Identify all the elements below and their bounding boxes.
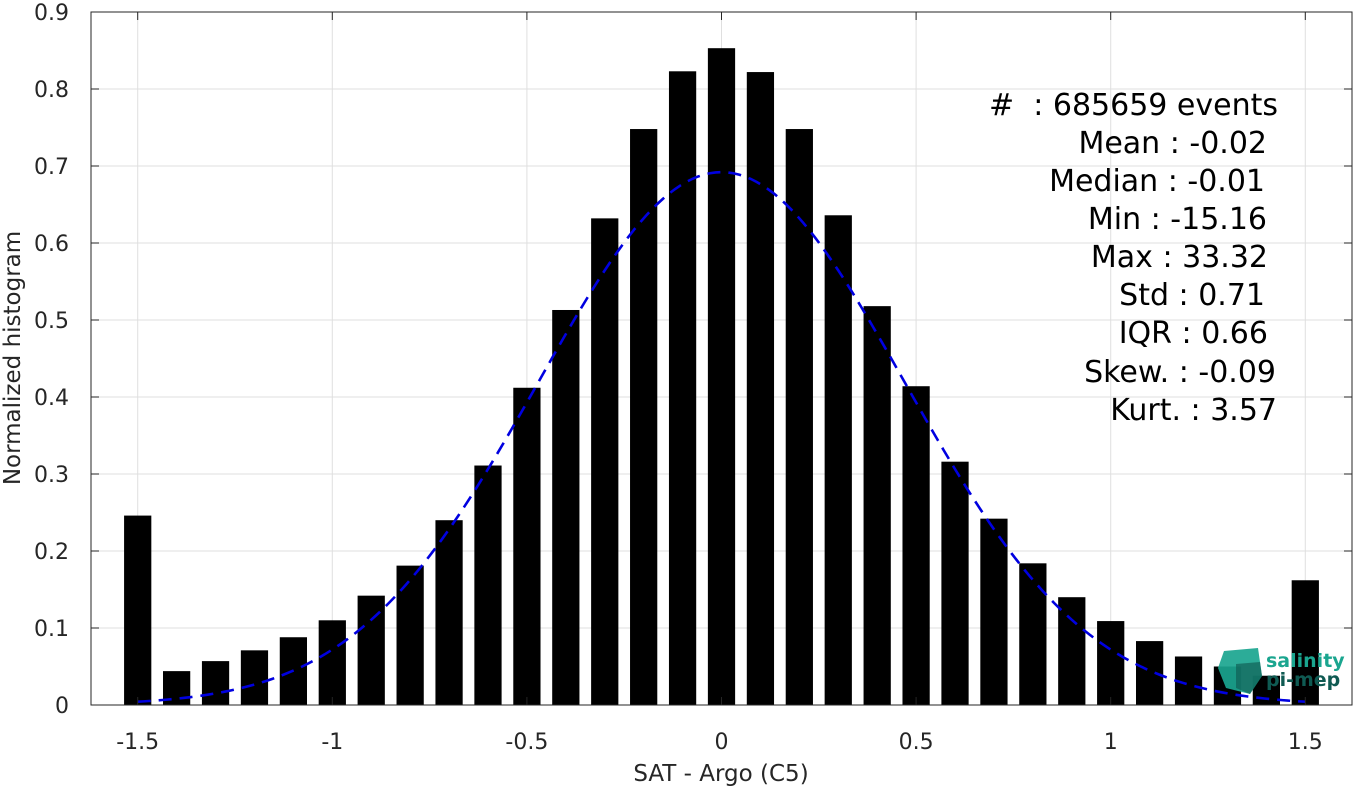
histogram-bar xyxy=(396,565,424,705)
y-tick-label: 0.6 xyxy=(34,232,69,257)
stat-median: Median : -0.01 xyxy=(1049,164,1265,199)
histogram-bar xyxy=(513,387,541,705)
y-axis-label: Normalized histogram xyxy=(0,231,26,485)
salinity-pimep-logo: salinity pi-mep xyxy=(1218,648,1345,694)
histogram-bar xyxy=(746,72,775,705)
x-tick-label: 1.5 xyxy=(1288,730,1323,755)
histogram-bar xyxy=(785,129,813,706)
stat-min: Min : -15.16 xyxy=(1088,202,1267,237)
histogram-bar xyxy=(474,465,502,705)
stat-max: Max : 33.32 xyxy=(1091,240,1268,275)
histogram-bar xyxy=(240,650,269,705)
stat-skew: Skew. : -0.09 xyxy=(1084,355,1276,390)
logo-line1: salinity xyxy=(1266,650,1345,672)
histogram-bar xyxy=(980,518,1008,705)
y-tick-label: 0 xyxy=(55,694,69,719)
histogram-bar xyxy=(941,461,969,705)
stat-iqr: IQR : 0.66 xyxy=(1119,316,1268,351)
y-tick-label: 0.3 xyxy=(34,463,69,488)
x-tick-label: -1 xyxy=(321,730,343,755)
histogram-bar xyxy=(707,48,736,705)
x-tick-label: 1 xyxy=(1104,730,1118,755)
histogram-bar xyxy=(630,129,658,706)
histogram-bar xyxy=(863,306,891,705)
y-tick-label: 0.7 xyxy=(34,155,69,180)
y-tick-label: 0.4 xyxy=(34,386,69,411)
y-tick-label: 0.1 xyxy=(34,617,69,642)
x-axis-label: SAT - Argo (C5) xyxy=(633,761,808,787)
x-tick-label: -1.5 xyxy=(116,730,159,755)
histogram-bar xyxy=(902,386,930,705)
histogram-bars xyxy=(124,48,1319,706)
histogram-bar xyxy=(318,620,346,705)
histogram-bar xyxy=(1019,563,1047,705)
y-tick-label: 0.9 xyxy=(34,1,69,26)
histogram-bar xyxy=(824,215,852,705)
x-axis-ticks: -1.5 -1 -0.5 0 0.5 1 1.5 xyxy=(116,12,1323,755)
histogram-bar xyxy=(1097,621,1125,705)
histogram-bar xyxy=(1058,597,1086,705)
statistics-box: # : 685659 events Mean : -0.02 Median : … xyxy=(989,88,1278,428)
x-tick-label: -0.5 xyxy=(505,730,548,755)
x-tick-label: 0 xyxy=(715,730,729,755)
histogram-bar xyxy=(552,309,580,705)
histogram-bar xyxy=(357,595,385,705)
histogram-bar xyxy=(201,661,230,705)
y-tick-label: 0.8 xyxy=(34,78,69,103)
histogram-bar xyxy=(435,520,463,705)
histogram-bar xyxy=(1291,580,1319,705)
histogram-bar xyxy=(668,71,697,706)
histogram-bar xyxy=(124,515,152,705)
y-tick-label: 0.2 xyxy=(34,540,69,565)
logo-line2: pi-mep xyxy=(1266,669,1340,691)
stat-mean: Mean : -0.02 xyxy=(1078,126,1267,161)
stat-kurt: Kurt. : 3.57 xyxy=(1110,393,1277,428)
histogram-bar xyxy=(1135,641,1164,705)
histogram-bar xyxy=(591,218,619,706)
stat-std: Std : 0.71 xyxy=(1119,278,1265,313)
y-tick-label: 0.5 xyxy=(34,309,69,334)
x-tick-label: 0.5 xyxy=(899,730,934,755)
stat-events: # : 685659 events xyxy=(989,88,1278,123)
y-axis-ticks: 0 0.1 0.2 0.3 0.4 0.5 0.6 0.7 0.8 0.9 xyxy=(34,1,1352,719)
